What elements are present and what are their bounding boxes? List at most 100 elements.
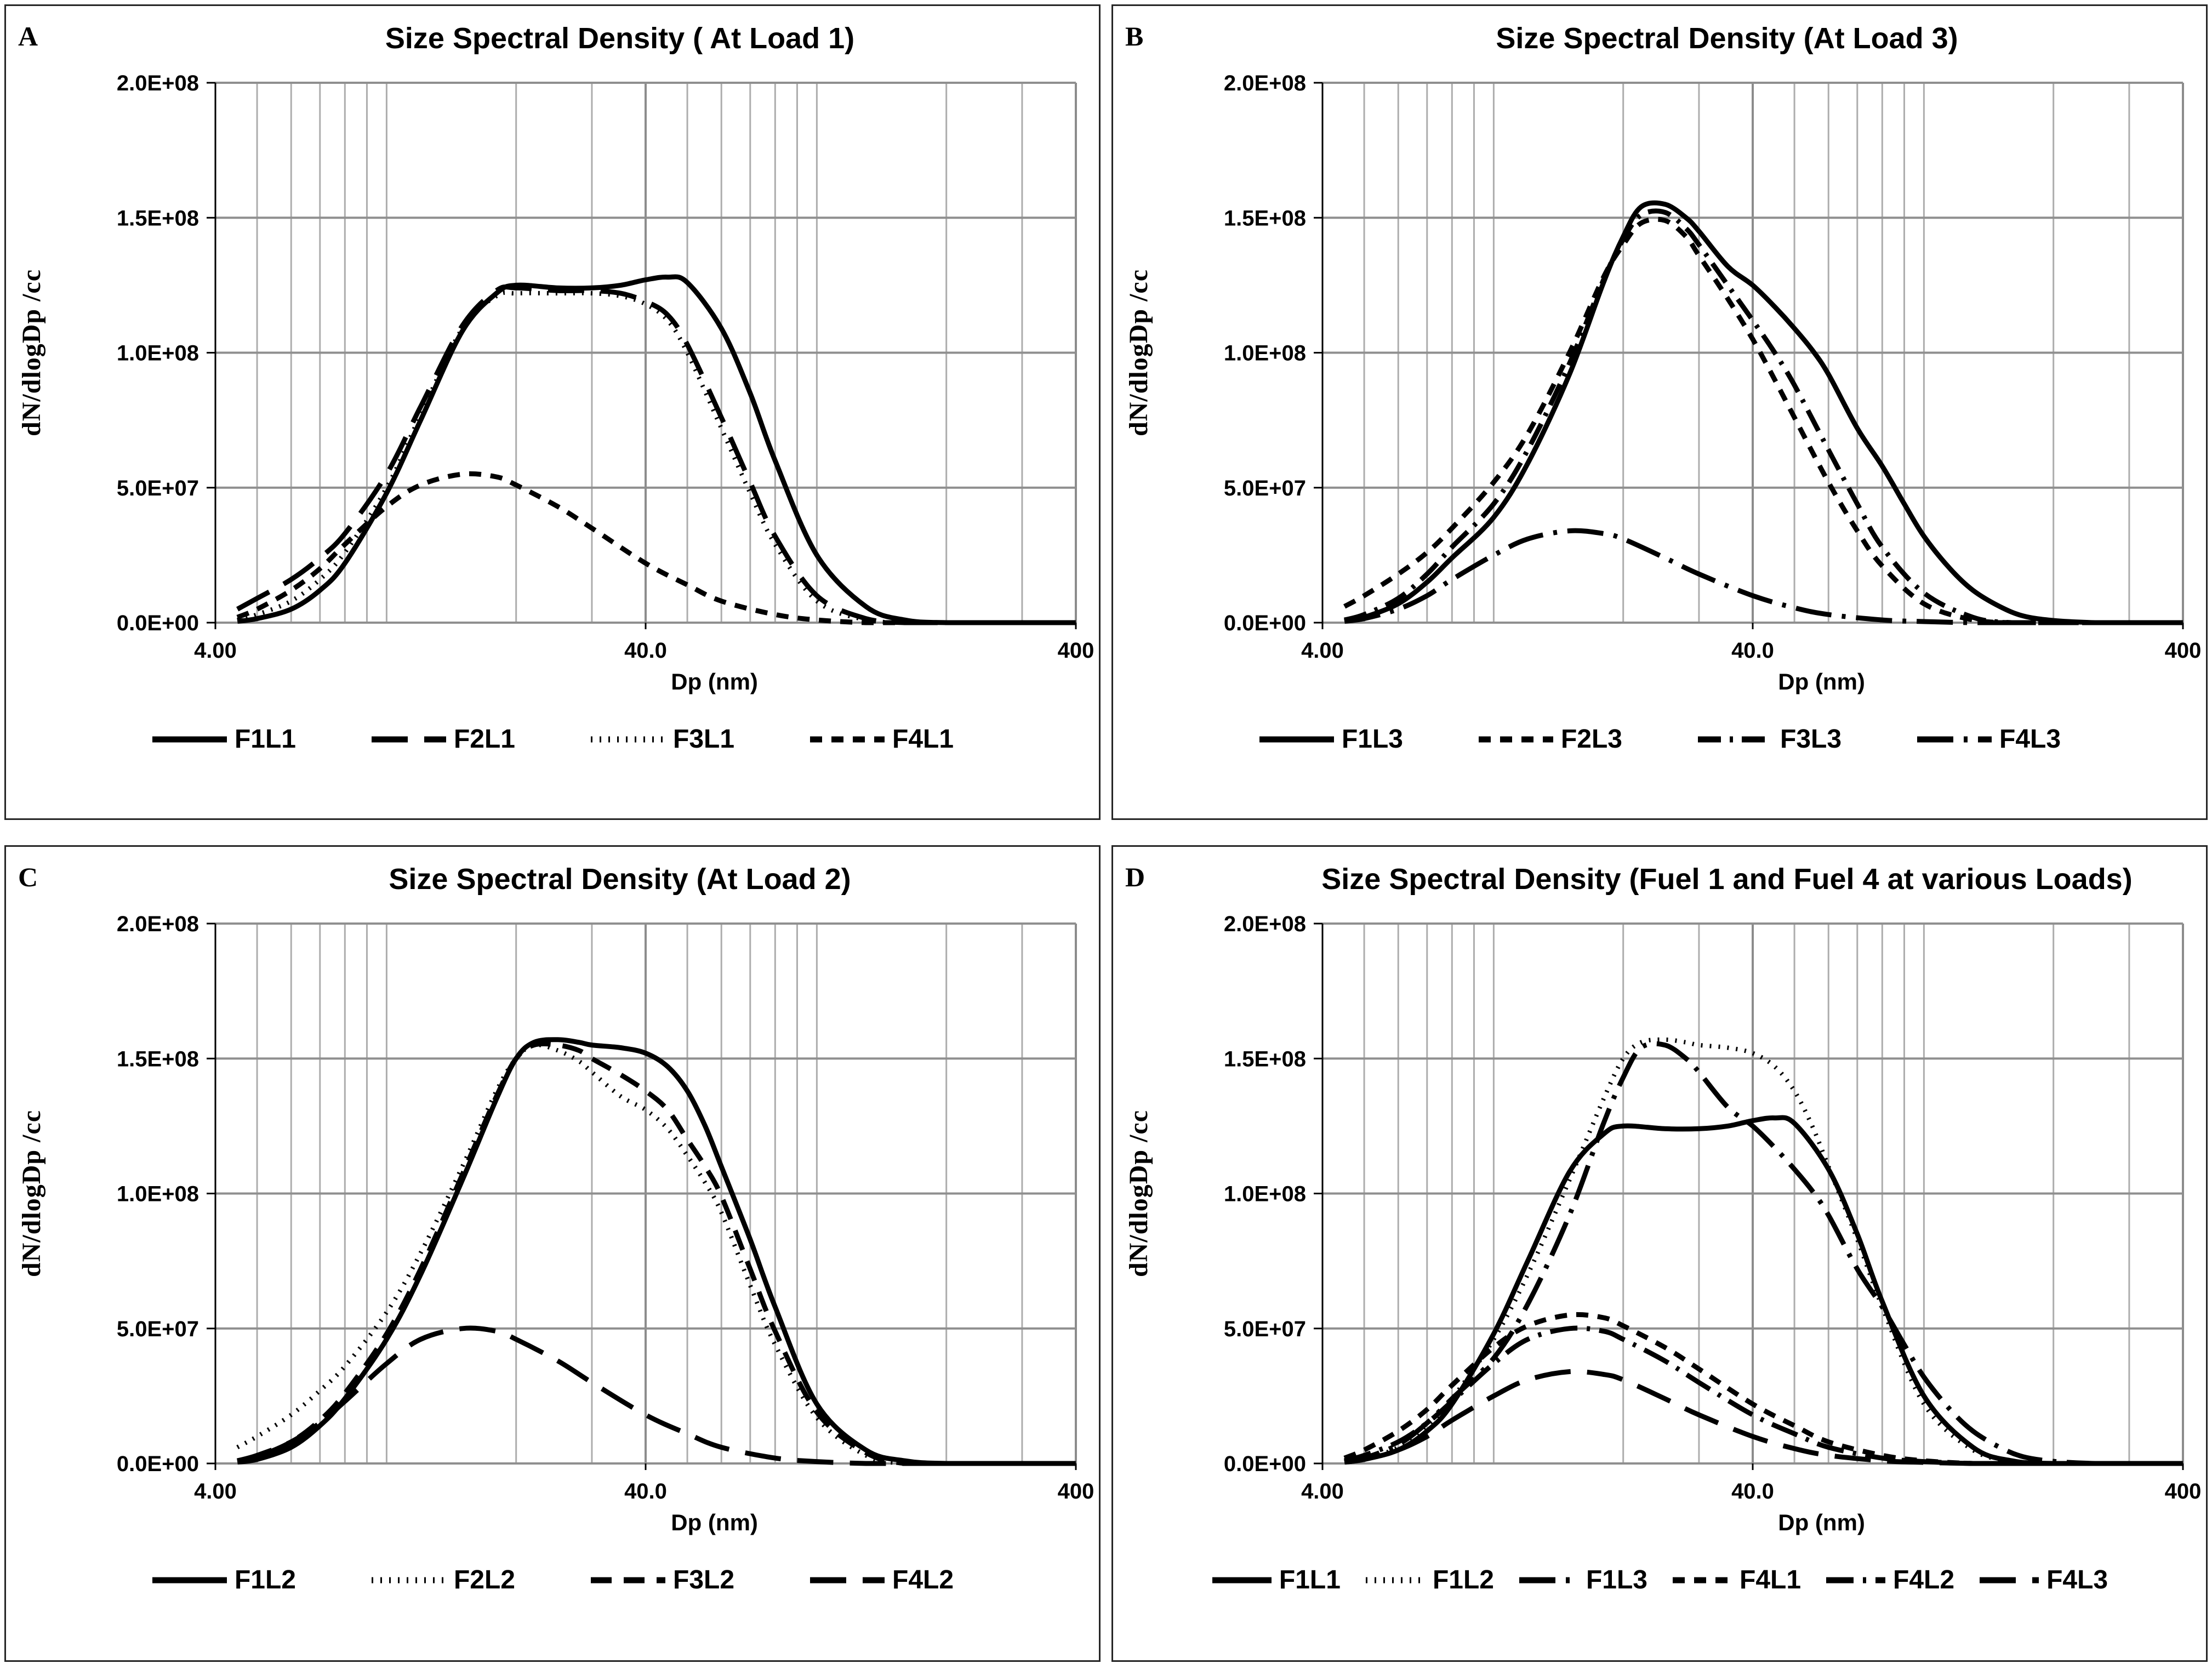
y-tick-label: 1.0E+08: [1224, 341, 1306, 366]
x-tick-label: 40.0: [624, 1479, 667, 1503]
y-tick-label: 1.0E+08: [117, 1182, 199, 1206]
y-tick-label: 2.0E+08: [1224, 71, 1306, 95]
x-tick-label: 400: [2165, 639, 2202, 663]
legend-swatch-solid-icon: [1212, 1577, 1272, 1583]
legend: F1L2 F2L2 F3L2 F4L2: [6, 1565, 1099, 1595]
gridlines: [215, 922, 1077, 1465]
y-axis-title: dN/dlogDp /cc: [1124, 1110, 1153, 1277]
y-tick-label: 5.0E+07: [117, 476, 199, 500]
legend-item-F4L1: F4L1: [1672, 1565, 1801, 1595]
tick-labels: 0.0E+00 5.0E+07 1.0E+08 1.5E+08 2.0E+08 4.00 4…: [1224, 71, 2202, 663]
x-tick-label: 40.0: [1731, 1479, 1774, 1503]
legend-swatch-dot-icon: [371, 1577, 446, 1583]
series-F4L1: [1343, 1312, 2183, 1466]
series-F2L3: [1343, 217, 2183, 625]
y-tick-label: 5.0E+07: [117, 1317, 199, 1341]
x-axis-title: Dp (nm): [1778, 1509, 1865, 1535]
panel-B: B Size Spectral Density (At Load 3) 0.0E…: [1111, 4, 2208, 820]
y-tick-label: 2.0E+08: [117, 71, 199, 95]
x-tick-label: 40.0: [624, 639, 667, 663]
series-F1L2: [237, 1037, 1076, 1466]
legend-label: F1L1: [234, 725, 296, 754]
legend-swatch-long-dash-dot-icon: [1519, 1577, 1578, 1583]
panel-A: A Size Spectral Density ( At Load 1) 0.0…: [4, 4, 1101, 820]
y-axis-title: dN/dlogDp /cc: [17, 1110, 46, 1277]
legend-swatch-solid-icon: [1259, 736, 1334, 742]
curves: [236, 1037, 1076, 1466]
plot-area: 0.0E+00 5.0E+07 1.0E+08 1.5E+08 2.0E+08 4.00 4…: [1124, 912, 2202, 1535]
legend-swatch-dash-short-icon: [1673, 1577, 1732, 1583]
y-tick-label: 2.0E+08: [117, 912, 199, 936]
x-axis-title: Dp (nm): [671, 1509, 758, 1535]
legend: F1L3 F2L3 F3L3 F4L3: [1113, 724, 2206, 754]
legend-swatch-dash-short-icon: [810, 736, 885, 742]
legend-swatch-dash-short-icon: [1478, 736, 1553, 742]
plot-area: 0.0E+00 5.0E+07 1.0E+08 1.5E+08 2.0E+08 4.00 4…: [17, 912, 1094, 1535]
legend-label: F2L3: [1560, 725, 1622, 754]
legend-swatch-dash-long-icon: [1980, 1577, 2039, 1583]
legend-swatch-dot-icon: [591, 736, 665, 742]
series-F1L3: [1344, 200, 2183, 625]
legend-label: F4L2: [1893, 1565, 1955, 1594]
series-F1L2: [1344, 1037, 2183, 1466]
axes: [207, 922, 1077, 1470]
series-F1L1: [237, 274, 1076, 625]
y-axis-title: dN/dlogDp /cc: [17, 269, 46, 436]
legend-item-F4L2: F4L2: [1825, 1565, 1954, 1595]
chart-title: Size Spectral Density ( At Load 1): [385, 22, 855, 55]
legend-swatch-solid-icon: [152, 1577, 227, 1583]
panel-C: C Size Spectral Density (At Load 2) 0.0E…: [4, 845, 1101, 1662]
legend-label: F1L3: [1341, 725, 1403, 754]
x-tick-label: 400: [1058, 639, 1094, 663]
legend-item-F3L3: F3L3: [1697, 724, 1842, 754]
y-tick-label: 1.5E+08: [117, 1047, 199, 1071]
legend: F1L1 F1L2 F1L3 F4L1 F4L2 F4L3: [1113, 1565, 2206, 1595]
panel-letter: D: [1125, 862, 1145, 892]
legend-swatch-dot-icon: [1365, 1577, 1425, 1583]
legend-item-F4L1: F4L1: [809, 724, 954, 754]
legend-item-F3L2: F3L2: [590, 1565, 734, 1595]
legend-label: F1L2: [1432, 1565, 1494, 1594]
y-tick-label: 0.0E+00: [1224, 611, 1306, 635]
x-tick-label: 4.00: [1301, 639, 1344, 663]
plot-area: 0.0E+00 5.0E+07 1.0E+08 1.5E+08 2.0E+08 4.00 4…: [1124, 71, 2202, 694]
legend-label: F4L2: [892, 1565, 954, 1594]
x-tick-label: 400: [1058, 1479, 1094, 1503]
legend-label: F4L3: [2046, 1565, 2108, 1594]
tick-labels: 0.0E+00 5.0E+07 1.0E+08 1.5E+08 2.0E+08 4.00 4…: [1224, 912, 2202, 1503]
chart-title: Size Spectral Density (Fuel 1 and Fuel 4…: [1321, 863, 2133, 896]
legend-item-F4L3: F4L3: [1916, 724, 2061, 754]
legend-swatch-long-dash-dot-2-icon: [1826, 1577, 1886, 1583]
series-F3L1: [237, 290, 1076, 625]
series-F1L3: [1344, 1041, 2183, 1466]
legend-label: F2L1: [453, 725, 515, 754]
legend-swatch-dash-med-icon: [591, 1577, 665, 1583]
y-tick-label: 1.5E+08: [1224, 1047, 1306, 1071]
series-F4L1: [236, 471, 1076, 625]
series-F4L3: [1344, 1369, 2183, 1466]
legend-item-F1L2: F1L2: [151, 1565, 296, 1595]
legend-item-F1L1: F1L1: [151, 724, 296, 754]
tick-labels: 0.0E+00 5.0E+07 1.0E+08 1.5E+08 2.0E+08 4.00 4…: [117, 71, 1094, 663]
legend-label: F3L3: [1780, 725, 1842, 754]
y-tick-label: 1.5E+08: [117, 206, 199, 230]
y-axis-title: dN/dlogDp /cc: [1124, 269, 1153, 436]
legend-label: F4L1: [1740, 1565, 1801, 1594]
legend-label: F4L3: [1999, 725, 2061, 754]
legend: F1L1 F2L1 F3L1 F4L1: [6, 724, 1099, 754]
plot-area: 0.0E+00 5.0E+07 1.0E+08 1.5E+08 2.0E+08 4.00 4…: [17, 71, 1094, 694]
curves: [1343, 200, 2183, 625]
legend-item-F1L2: F1L2: [1365, 1565, 1494, 1595]
y-tick-label: 5.0E+07: [1224, 476, 1306, 500]
legend-label: F3L1: [673, 725, 735, 754]
axes: [1314, 922, 2184, 1470]
legend-swatch-dash-long-icon: [371, 736, 446, 742]
panel-letter: B: [1125, 21, 1144, 52]
legend-item-F2L3: F2L3: [1478, 724, 1622, 754]
tick-labels: 0.0E+00 5.0E+07 1.0E+08 1.5E+08 2.0E+08 4.00 4…: [117, 912, 1094, 1503]
legend-item-F1L3: F1L3: [1258, 724, 1403, 754]
legend-item-F4L2: F4L2: [809, 1565, 954, 1595]
legend-item-F3L1: F3L1: [590, 724, 734, 754]
legend-item-F2L1: F2L1: [370, 724, 515, 754]
